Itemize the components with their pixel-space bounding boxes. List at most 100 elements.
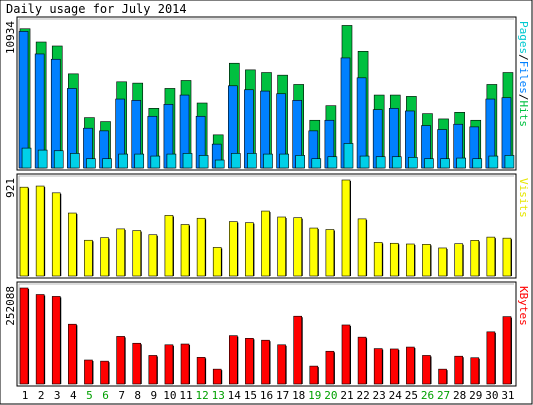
day-label: 30 [485, 389, 498, 402]
legend-files: Files [517, 61, 530, 94]
bar-visits [116, 228, 125, 277]
bar-kbytes [454, 355, 463, 385]
day-label: 31 [501, 389, 514, 402]
bar-visits [148, 234, 158, 277]
bar-kbytes [51, 296, 61, 385]
day-label: 12 [195, 389, 208, 402]
day-label: 17 [276, 389, 289, 402]
day-label: 23 [373, 389, 386, 402]
bar-pages [295, 155, 305, 169]
day-label: 6 [102, 389, 109, 402]
bar-kbytes [357, 336, 367, 385]
day-label: 26 [421, 389, 434, 402]
bar-kbytes [438, 368, 447, 385]
bar-visits [84, 239, 93, 277]
day-label: 16 [260, 389, 273, 402]
bar-pages [118, 153, 128, 169]
bar-kbytes [164, 344, 174, 385]
bar-visits [196, 217, 206, 277]
bar-visits [212, 247, 222, 277]
bar-visits [132, 230, 142, 277]
panel-max-label: 10934 [4, 21, 17, 54]
bar-visits [229, 221, 238, 277]
bar-visits [422, 244, 431, 277]
bar-visits [502, 237, 512, 277]
bar-kbytes [422, 355, 431, 385]
bar-visits [261, 210, 270, 277]
bar-pages [311, 158, 322, 169]
bar-visits [373, 242, 383, 277]
bar-kbytes [470, 357, 480, 385]
panel-max-label: 921 [4, 178, 17, 198]
bar-kbytes [406, 346, 415, 385]
bar-pages [263, 153, 273, 169]
bar-pages [37, 149, 48, 169]
bar-visits [341, 179, 351, 277]
bar-pages [440, 158, 450, 169]
panel-usage: 10934 Pages/Files/Hits [4, 16, 530, 171]
day-label: 4 [70, 389, 77, 402]
bar-kbytes [35, 294, 45, 385]
day-label: 22 [356, 389, 369, 402]
bar-pages [182, 153, 193, 169]
legend-hits: Hits [517, 101, 530, 128]
bar-kbytes [261, 339, 270, 385]
bar-kbytes [502, 316, 512, 385]
bar-pages [247, 153, 257, 169]
bar-kbytes [100, 360, 109, 385]
bar-visits [389, 242, 399, 277]
bar-files [356, 77, 367, 169]
day-labels: 1 2 3 4 5 6 7 8 9 10 11 12 13 14 15 16 17 18 19 20 21 22 23 24 2… [22, 389, 515, 402]
legend-pages: Pages [517, 21, 530, 54]
bar-kbytes [245, 338, 254, 385]
panel-kbytes: 252088 KBytes [4, 281, 530, 387]
bar-pages [472, 158, 483, 169]
bar-pages [343, 143, 354, 169]
bar-pages [327, 156, 338, 169]
bar-pages [504, 155, 515, 169]
day-label: 18 [292, 389, 305, 402]
panel-legend: Visits [517, 178, 530, 218]
bar-pages [150, 155, 161, 169]
bar-pages [86, 158, 96, 169]
bar-visits [357, 218, 367, 277]
day-label: 28 [453, 389, 466, 402]
bar-kbytes [389, 348, 399, 385]
legend-separator: / [517, 54, 530, 61]
bar-pages [134, 153, 145, 169]
bar-pages [53, 150, 64, 169]
bar-kbytes [325, 350, 335, 385]
bar-pages [456, 157, 466, 169]
bar-pages [70, 153, 80, 169]
bar-kbytes [19, 287, 29, 385]
panel-max-label: 252088 [4, 286, 17, 326]
bar-visits [35, 185, 45, 277]
bar-kbytes [148, 355, 158, 385]
panel-visits: 921 Visits [4, 173, 530, 279]
bar-kbytes [84, 359, 93, 385]
bar-pages [488, 155, 499, 169]
legend-visits: Visits [517, 178, 530, 218]
day-label: 3 [54, 389, 61, 402]
bar-kbytes [229, 335, 238, 385]
bar-kbytes [277, 344, 286, 385]
bar-pages [166, 153, 177, 169]
bar-visits [438, 247, 447, 277]
day-label: 15 [244, 389, 257, 402]
day-label: 1 [22, 389, 29, 402]
day-label: 24 [389, 389, 403, 402]
bar-kbytes [196, 357, 206, 385]
bar-pages [21, 147, 32, 169]
day-label: 20 [324, 389, 337, 402]
bar-kbytes [341, 324, 351, 385]
day-label: 7 [118, 389, 125, 402]
bar-visits [19, 186, 29, 277]
bar-visits [470, 240, 480, 277]
bar-pages [102, 158, 112, 169]
bar-visits [245, 222, 254, 277]
bar-pages [198, 155, 209, 169]
bar-pages [424, 158, 434, 169]
day-label: 14 [228, 389, 242, 402]
bar-kbytes [132, 342, 142, 385]
bar-pages [231, 153, 241, 169]
